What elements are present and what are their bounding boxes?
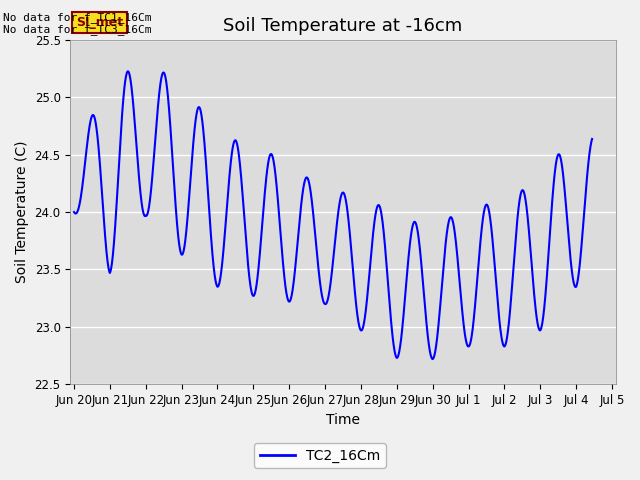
Text: No data for f_TC1_16Cm: No data for f_TC1_16Cm [3,12,152,23]
Title: Soil Temperature at -16cm: Soil Temperature at -16cm [223,17,463,36]
X-axis label: Time: Time [326,413,360,427]
Y-axis label: Soil Temperature (C): Soil Temperature (C) [15,141,29,283]
Text: SI_met: SI_met [76,16,123,29]
Text: No data for f_TC3_16Cm: No data for f_TC3_16Cm [3,24,152,35]
Legend: TC2_16Cm: TC2_16Cm [255,443,385,468]
